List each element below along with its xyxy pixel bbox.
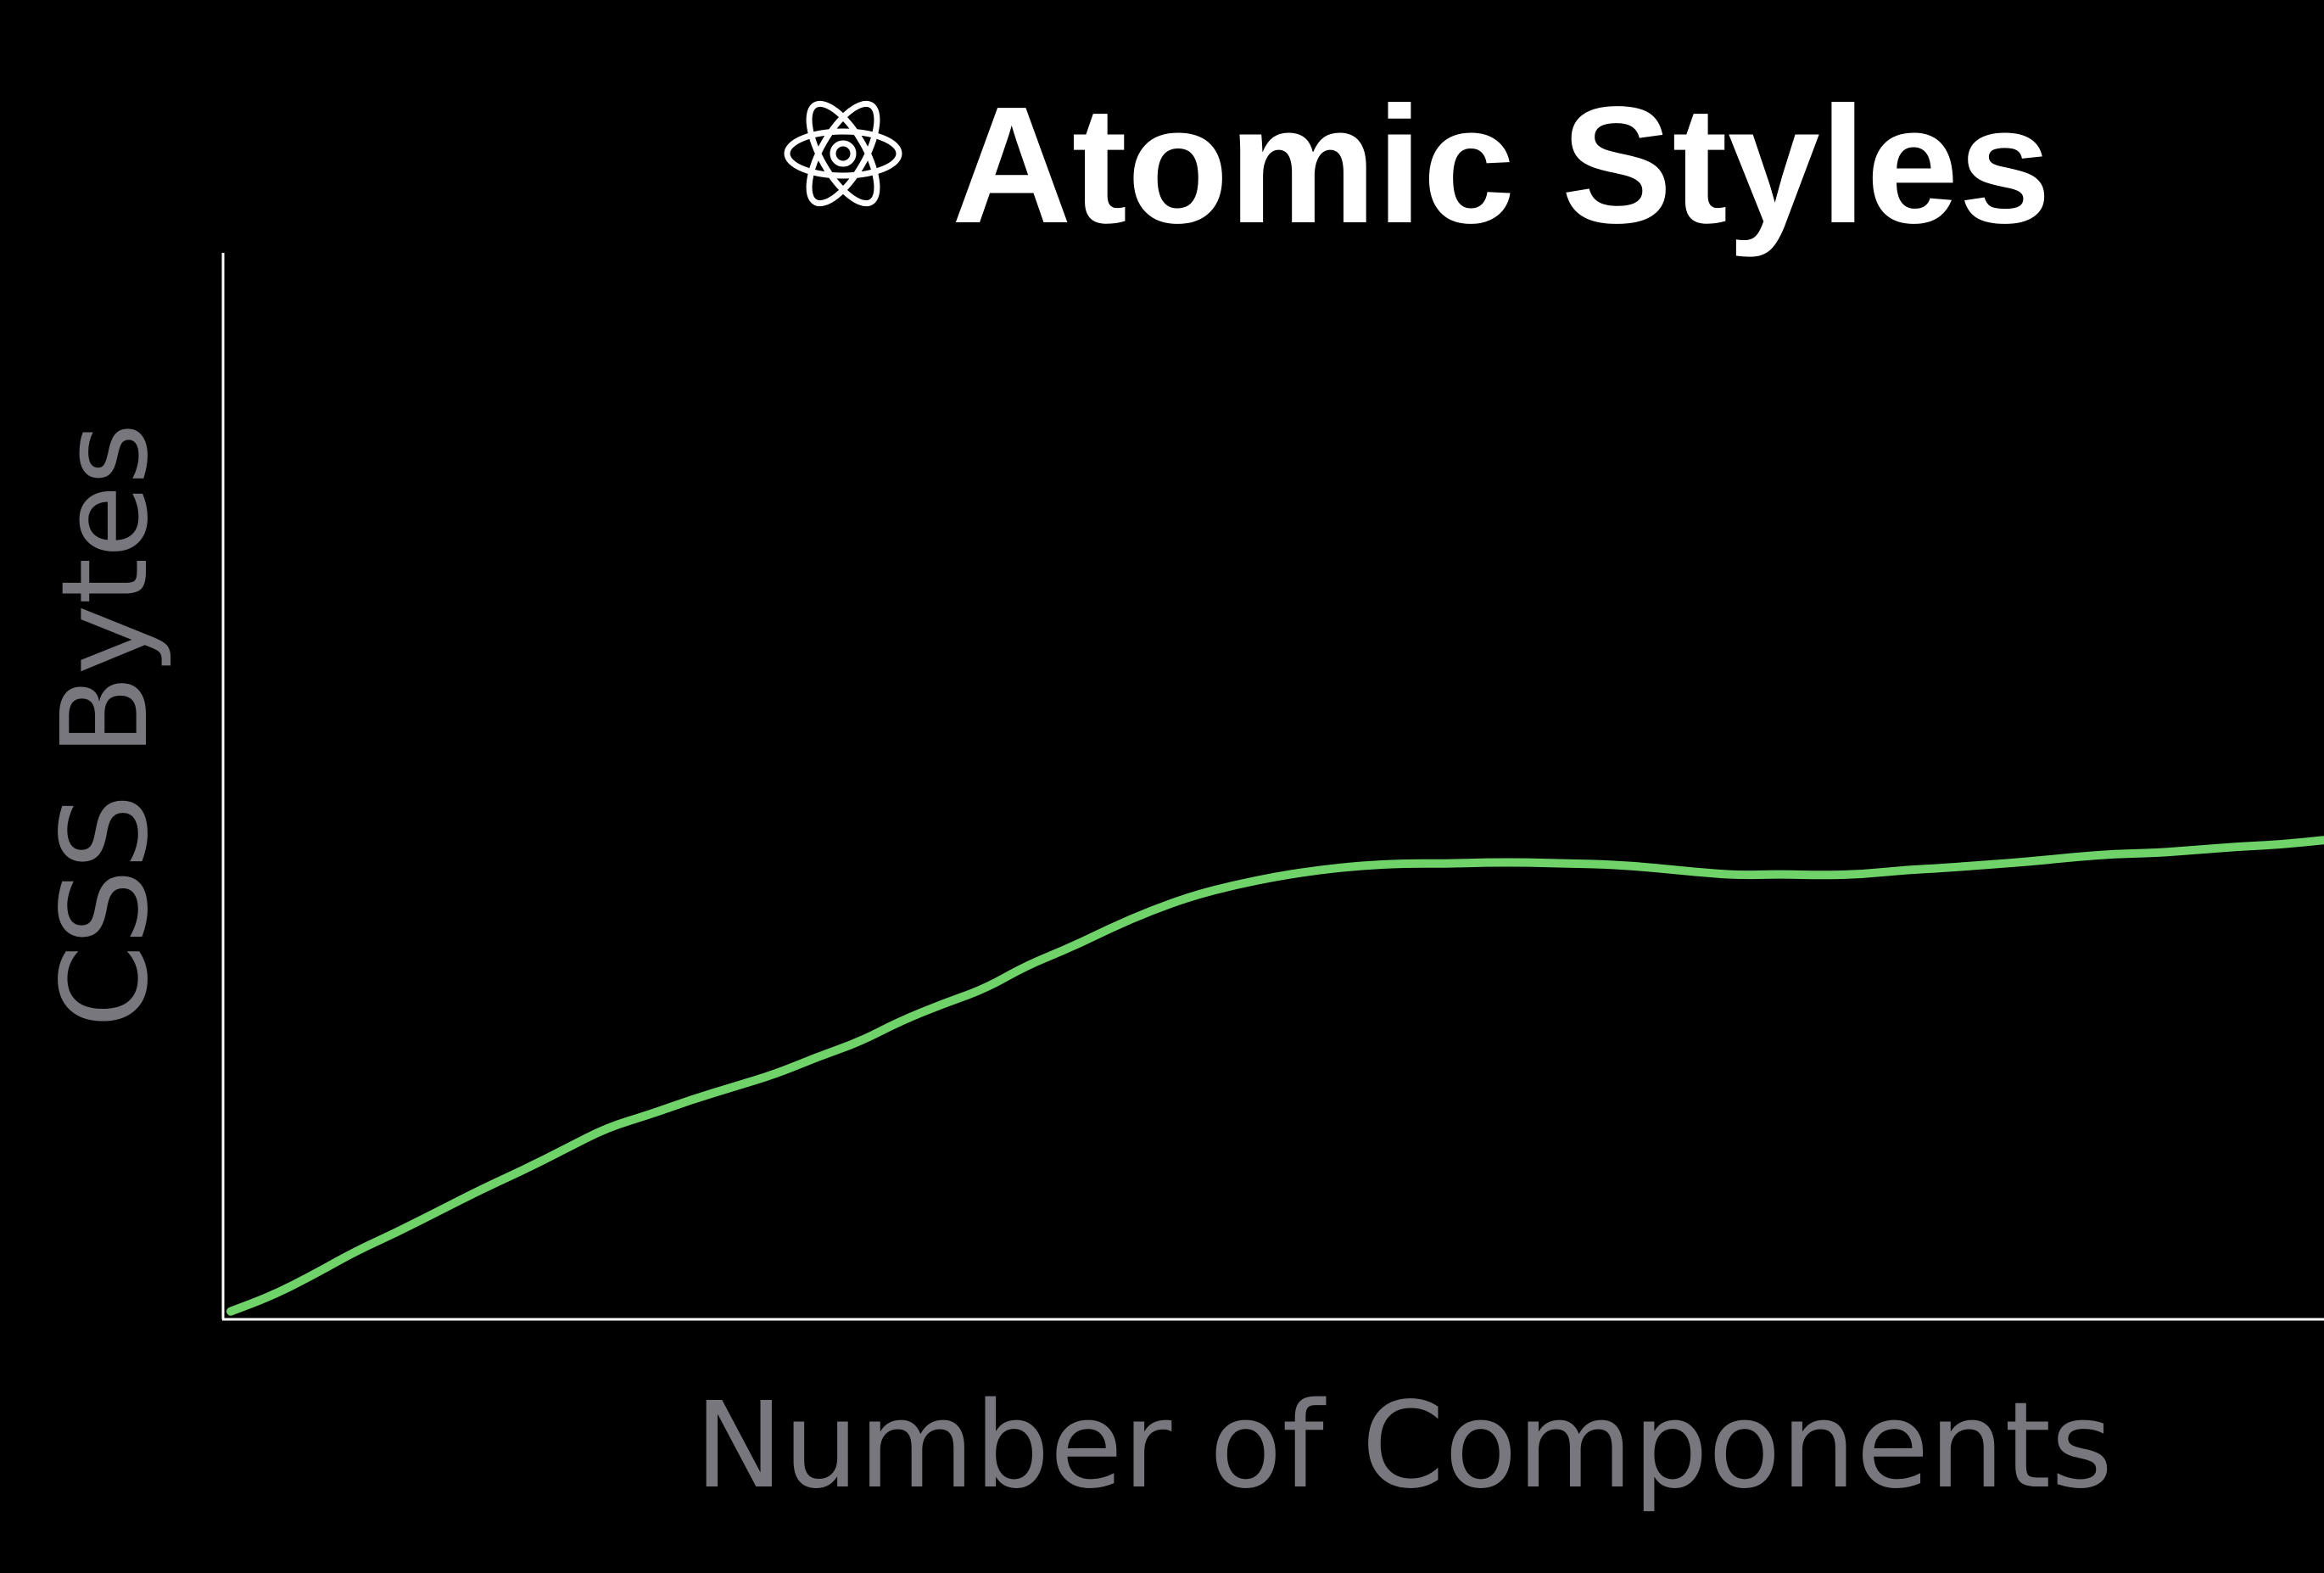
chart-title: Atomic Styles	[952, 72, 2051, 258]
x-axis-label: Number of Components	[695, 1377, 2113, 1515]
atom-icon	[784, 100, 902, 207]
atom-nucleus	[830, 140, 857, 167]
atom-orbit-1	[784, 128, 902, 179]
y-axis-label: CSS Bytes	[36, 423, 175, 1028]
atom-orbit-2	[806, 100, 880, 207]
series-line	[226, 836, 2324, 1316]
